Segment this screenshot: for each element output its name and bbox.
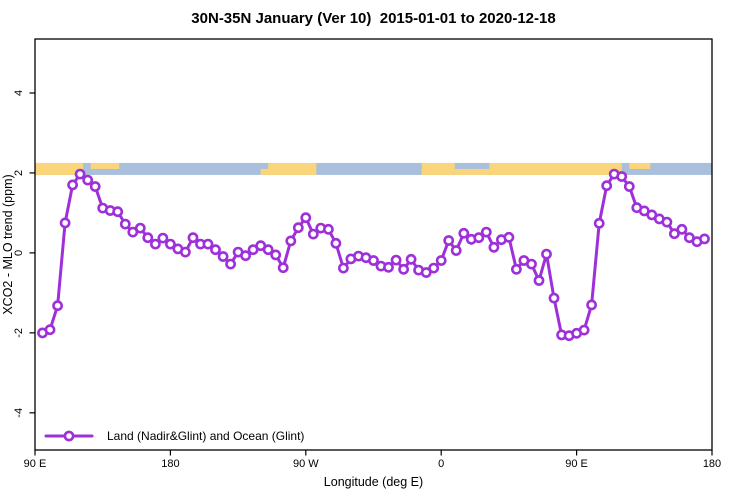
- data-point-marker: [149, 238, 161, 250]
- data-point-marker: [503, 231, 515, 243]
- data-point-marker: [164, 238, 176, 250]
- data-point-marker: [337, 262, 349, 274]
- data-point-marker: [473, 232, 485, 244]
- data-point-marker: [67, 179, 78, 191]
- data-point-marker: [623, 181, 635, 192]
- y-tick-label: -2: [13, 328, 25, 338]
- data-point-marker: [383, 261, 394, 273]
- data-point-marker: [435, 255, 447, 266]
- data-point-marker: [217, 251, 229, 262]
- data-point-marker: [179, 246, 191, 258]
- data-point-marker: [157, 232, 169, 244]
- y-axis-label: XCO2 - MLO trend (ppm): [1, 174, 15, 314]
- legend: Land (Nadir&Glint) and Ocean (Glint): [44, 429, 304, 443]
- data-point-marker: [428, 262, 440, 274]
- data-point-marker: [578, 324, 590, 336]
- data-point-marker: [601, 180, 613, 192]
- data-point-marker: [210, 244, 221, 256]
- data-point-marker: [307, 228, 319, 240]
- data-point-marker: [616, 171, 628, 182]
- data-point-marker: [142, 232, 154, 244]
- data-point-marker: [405, 253, 417, 265]
- data-point-marker: [480, 226, 492, 238]
- chart-title: 30N-35N January (Ver 10) 2015-01-01 to 2…: [191, 10, 556, 27]
- data-point-marker: [89, 181, 101, 192]
- data-point-marker: [270, 249, 282, 261]
- data-point-marker: [443, 235, 455, 246]
- data-point-marker: [134, 222, 146, 234]
- data-point-marker: [292, 222, 304, 234]
- map-strip-ocean: [35, 162, 712, 175]
- x-tick-label: 0: [438, 458, 444, 470]
- data-point-marker: [74, 168, 86, 180]
- x-tick-label: 180: [161, 458, 179, 470]
- map-strip-land-segment: [489, 162, 622, 175]
- data-point-marker: [450, 245, 462, 256]
- map-strip-land-segment: [454, 168, 490, 175]
- data-point-marker: [541, 248, 552, 260]
- data-point-marker: [398, 263, 409, 275]
- x-tick-label: 90 E: [24, 458, 47, 470]
- data-point-marker: [300, 212, 312, 224]
- legend-marker-icon: [63, 430, 75, 442]
- data-point-marker: [119, 218, 131, 230]
- data-point-marker: [82, 174, 94, 186]
- data-point-marker: [59, 217, 71, 229]
- data-point-marker: [458, 227, 470, 239]
- x-tick-label: 90 E: [565, 458, 588, 470]
- data-point-marker: [225, 258, 236, 270]
- x-axis-label: Longitude (deg E): [324, 475, 423, 489]
- data-point-marker: [322, 223, 334, 235]
- data-point-marker: [277, 262, 289, 274]
- data-point-marker: [368, 255, 379, 266]
- map-strip-land-segment: [260, 168, 270, 175]
- data-point-marker: [526, 258, 537, 270]
- data-point-marker: [285, 235, 297, 247]
- x-tick-label: 180: [703, 458, 721, 470]
- data-point-marker: [661, 216, 673, 228]
- data-point-marker: [676, 223, 688, 235]
- data-point-marker: [699, 233, 710, 245]
- data-point-marker: [52, 300, 63, 312]
- y-tick-label: 0: [13, 250, 25, 256]
- data-point-marker: [533, 275, 545, 286]
- legend-label: Land (Nadir&Glint) and Ocean (Glint): [107, 429, 305, 443]
- data-point-marker: [548, 292, 560, 304]
- map-strip-land-segment: [421, 162, 455, 175]
- legend-line-sample-icon: [44, 430, 94, 442]
- plot-border: [34, 38, 713, 451]
- data-point-marker: [593, 217, 605, 229]
- data-point-marker: [488, 241, 500, 253]
- data-point-marker: [262, 244, 274, 256]
- data-point-marker: [330, 237, 342, 249]
- map-strip-land-segment: [90, 162, 120, 169]
- data-point-marker: [390, 254, 402, 266]
- data-point-marker: [586, 299, 597, 311]
- data-point-marker: [44, 324, 56, 336]
- map-strip-land-segment: [629, 162, 651, 169]
- x-tick-label: 90 W: [293, 458, 319, 470]
- map-strip-land-segment: [268, 162, 317, 175]
- data-point-marker: [240, 250, 251, 262]
- data-point-marker: [511, 263, 522, 275]
- data-point-marker: [112, 206, 124, 218]
- data-line: [41, 172, 706, 338]
- y-tick-label: -4: [13, 408, 25, 418]
- map-strip-land-segment: [35, 162, 84, 175]
- y-tick-label: 4: [13, 90, 25, 96]
- data-point-marker: [202, 238, 214, 250]
- data-point-marker: [187, 232, 199, 244]
- data-point-marker: [669, 228, 680, 240]
- data-point-marker: [420, 267, 432, 278]
- y-tick-label: 2: [13, 170, 25, 176]
